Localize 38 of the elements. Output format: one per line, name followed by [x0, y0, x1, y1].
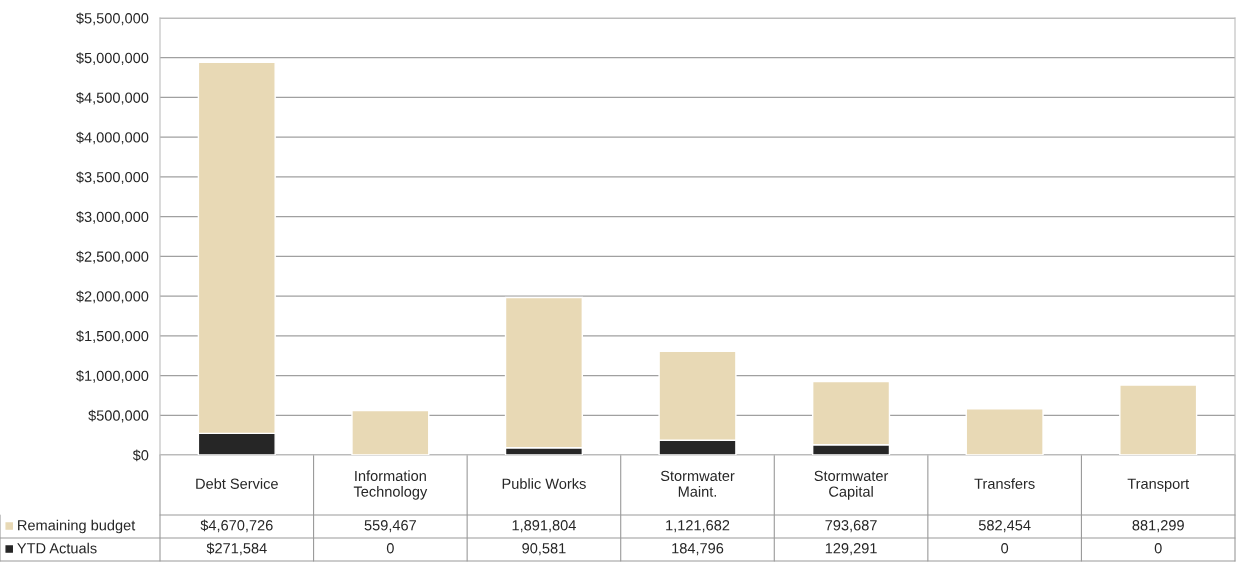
y-tick-label: $3,500,000 — [76, 171, 149, 185]
x-tick-label: Transport — [1127, 478, 1190, 492]
bar — [351, 409, 430, 455]
data-label: $4,670,726 — [200, 519, 273, 533]
y-tick-label: $1,500,000 — [76, 330, 149, 343]
data-label: $271,584 — [206, 542, 267, 556]
y-tick-label: $2,000,000 — [76, 290, 149, 304]
y-tick-label: $4,500,000 — [76, 91, 149, 105]
y-tick-label: $500,000 — [88, 409, 149, 423]
data-label: 0 — [1001, 543, 1009, 554]
y-tick-label: $4,000,000 — [76, 131, 149, 145]
x-tick-label: Stormwater Maint. — [660, 470, 735, 497]
y-tick-label: $2,500,000 — [76, 250, 149, 264]
data-label: 1,121,682 — [666, 520, 730, 533]
data-label: 184,796 — [672, 543, 724, 556]
data-label: 129,291 — [825, 543, 877, 556]
bar — [1119, 384, 1198, 455]
y-tick-label: $5,500,000 — [76, 12, 149, 26]
data-label: 582,454 — [978, 520, 1031, 533]
y-tick-label: $0 — [132, 449, 149, 462]
data-label: 793,687 — [825, 520, 877, 533]
legend-label: YTD Actuals — [17, 542, 97, 554]
legend-label: Remaining budget — [18, 519, 136, 534]
data-label: 559,467 — [364, 520, 416, 533]
data-label: 0 — [1154, 543, 1162, 554]
x-tick-label: Public Works — [502, 478, 586, 489]
data-label: 1,891,804 — [512, 520, 576, 533]
x-tick-label: Debt Service — [196, 478, 278, 489]
data-label: 0 — [386, 543, 394, 554]
y-tick-label: $5,000,000 — [76, 52, 149, 65]
y-tick-label: $3,000,000 — [76, 211, 149, 224]
data-label: 90,581 — [522, 543, 566, 556]
y-tick-label: $1,000,000 — [76, 370, 149, 383]
x-tick-label: Transfers — [974, 478, 1035, 489]
data-label: 881,299 — [1132, 520, 1184, 533]
bar — [965, 408, 1044, 455]
x-tick-label: Information Technology — [353, 470, 428, 500]
x-tick-label: Stormwater Capital — [814, 470, 889, 500]
